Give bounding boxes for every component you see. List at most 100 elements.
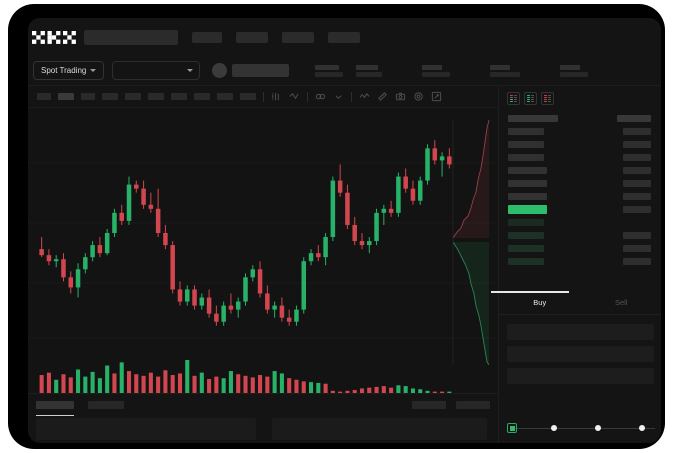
orderbook-row[interactable] [499,216,661,229]
stat-label [560,64,581,70]
slider-track [510,427,655,429]
stat-value [490,71,521,77]
orderbook-row[interactable] [499,190,661,203]
orderbook-mode-bids[interactable] [524,92,537,105]
orders-panel-1 [36,418,256,440]
stat-value [422,71,451,77]
indicator-icon[interactable] [289,91,300,102]
price-field[interactable] [507,324,654,340]
orderbook-row[interactable] [499,138,661,151]
orders-tab-bar [28,394,498,416]
toolbar-divider [307,91,308,102]
nav-item-2[interactable] [236,31,268,43]
orderbook-row[interactable] [499,229,661,242]
orders-tab-right-group [412,401,498,409]
timeframe-4[interactable] [102,93,118,100]
order-entry-form [499,318,661,384]
search-input[interactable] [84,29,178,45]
camera-icon[interactable] [395,91,406,102]
okx-logo-icon[interactable] [32,30,76,44]
orderbook-display-modes [499,86,661,105]
slider-handle[interactable] [507,423,517,433]
chevron-down-icon [90,69,97,72]
orderbook-cell-right [623,180,651,187]
spot-trading-label: Spot Trading [41,66,87,75]
timeframe-3[interactable] [81,93,95,100]
timeframe-2[interactable] [58,93,74,100]
stat-label [490,64,511,70]
tab-order-history[interactable] [88,401,124,409]
timeframe-6[interactable] [148,93,164,100]
market-stat-3 [422,64,451,77]
coin-avatar-icon [212,63,228,78]
orders-action-2[interactable] [456,401,490,409]
orders-action-1[interactable] [412,401,446,409]
tab-buy[interactable]: Buy [491,291,581,314]
orderbook-row[interactable] [499,125,661,138]
chevron-down-icon[interactable] [333,91,344,102]
top-navigation-bar [28,18,661,56]
stat-label [315,64,340,70]
slider-stop-25[interactable] [551,425,557,431]
device-bezel: Spot Trading [8,4,665,449]
stat-value [356,71,383,77]
timeframe-1[interactable] [37,93,51,100]
pair-select-dropdown[interactable] [112,61,201,80]
candlestick-chart-icon[interactable] [271,91,282,102]
total-field[interactable] [507,368,654,384]
nav-item-4[interactable] [328,31,360,43]
toolbar-divider [263,91,264,102]
line-chart-icon[interactable] [359,91,370,102]
market-stat-5 [560,64,589,77]
stat-value [560,71,589,77]
orderbook-cell-left [508,245,544,252]
compare-icon[interactable] [315,91,326,102]
orderbook-cell-right [623,258,651,265]
orderbook-mode-asks[interactable] [541,92,554,105]
orderbook-mode-both[interactable] [507,92,520,105]
nav-item-1[interactable] [192,31,222,43]
market-stat-2 [356,64,383,77]
settings-icon[interactable] [413,91,424,102]
tab-open-orders[interactable] [36,401,74,416]
orderbook-cell-right [623,193,651,200]
orderbook-cell-right [623,206,651,213]
timeframe-9[interactable] [217,93,233,100]
toolbar-divider [351,91,352,102]
timeframe-5[interactable] [125,93,141,100]
tab-sell[interactable]: Sell [614,298,628,307]
orderbook-cell-right [623,141,651,148]
amount-percent-slider[interactable] [507,422,655,434]
orderbook-cell-left [508,167,547,174]
orderbook-cell-left [508,180,547,187]
orderbook-cell-right [623,154,651,161]
slider-stop-50[interactable] [595,425,601,431]
candlestick-chart[interactable] [28,108,498,358]
market-depth-overlay [452,120,490,365]
slider-stop-75[interactable] [639,425,645,431]
price-chart-panel[interactable] [28,108,498,394]
orderbook-row[interactable] [499,151,661,164]
fullscreen-icon[interactable] [431,91,442,102]
orderbook-cell-right [623,232,651,239]
timeframe-7[interactable] [171,93,187,100]
orderbook-row[interactable] [499,112,661,125]
spot-trading-dropdown[interactable]: Spot Trading [33,61,105,80]
orderbook-row[interactable] [499,177,661,190]
orderbook-rows[interactable] [499,112,661,268]
orders-content [36,418,487,440]
orders-panel-2 [272,418,487,440]
orderbook-cell-right [623,167,651,174]
orderbook-cell-left [508,232,544,239]
timeframe-10[interactable] [240,93,256,100]
volume-chart [39,360,452,394]
orders-section [28,393,498,443]
orderbook-row[interactable] [499,242,661,255]
orderbook-row[interactable] [499,203,661,216]
nav-item-3[interactable] [282,31,314,43]
amount-field[interactable] [507,346,654,362]
orderbook-row[interactable] [499,255,661,268]
orderbook-row[interactable] [499,164,661,177]
ruler-icon[interactable] [377,91,388,102]
timeframe-8[interactable] [194,93,210,100]
